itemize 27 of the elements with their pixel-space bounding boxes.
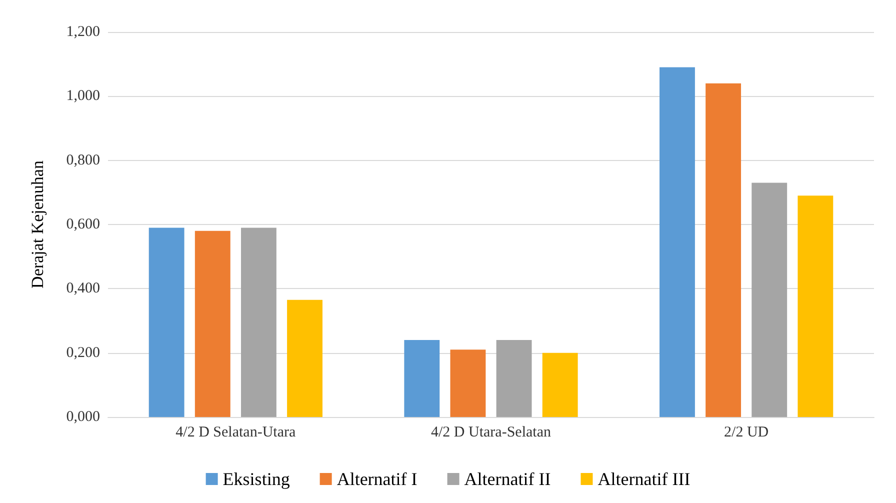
x-tick-label: 4/2 D Selatan-Utara bbox=[176, 424, 296, 440]
y-tick-label: 0,000 bbox=[66, 409, 100, 425]
bar bbox=[148, 228, 184, 417]
bar bbox=[194, 230, 230, 417]
y-tick-label: 0,800 bbox=[66, 152, 100, 168]
bar bbox=[660, 67, 695, 417]
y-tick-label: 1,000 bbox=[66, 88, 100, 104]
legend-label: Alternatif II bbox=[464, 469, 551, 489]
y-tick-label: 0,400 bbox=[66, 280, 100, 297]
legend-label: Alternatif III bbox=[598, 469, 690, 489]
bar bbox=[706, 83, 742, 417]
bar bbox=[542, 352, 578, 417]
x-tick-label: 4/2 D Utara-Selatan bbox=[431, 424, 552, 440]
legend-label: Alternatif I bbox=[336, 469, 418, 489]
x-tick-label: 2/2 UD bbox=[724, 424, 769, 440]
bar bbox=[404, 340, 440, 417]
bar bbox=[752, 182, 788, 417]
y-tick-label: 1,200 bbox=[66, 24, 100, 40]
bar bbox=[496, 340, 532, 417]
y-tick-label: 0,200 bbox=[66, 344, 100, 361]
y-axis-title: Derajat Kejenuhan bbox=[28, 160, 47, 288]
bar bbox=[240, 228, 276, 417]
y-tick-label: 0,600 bbox=[66, 216, 100, 232]
bar bbox=[798, 196, 834, 417]
bar bbox=[450, 350, 486, 417]
bar bbox=[287, 300, 322, 417]
legend-label: Eksisting bbox=[222, 469, 290, 489]
